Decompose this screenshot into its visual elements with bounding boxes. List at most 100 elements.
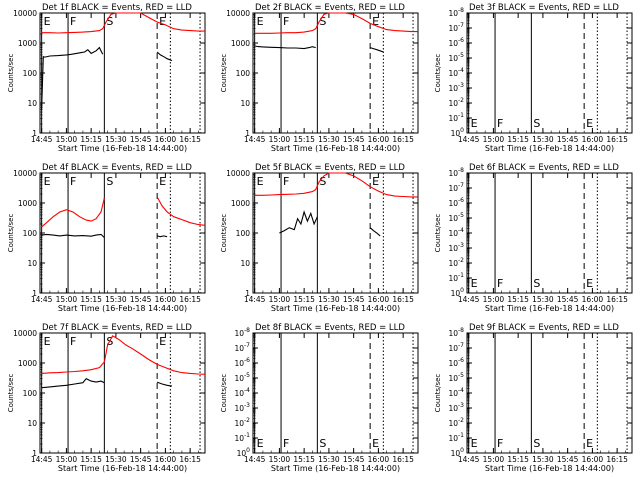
chart-title: Det 9f BLACK = Events, RED = LLD xyxy=(469,323,619,333)
y-axis-label: Counts/sec xyxy=(434,214,442,253)
x-tick-label: 15:45 xyxy=(343,295,365,304)
y-tick-label: 10-2 xyxy=(448,97,464,108)
time-marker-label: E xyxy=(257,437,264,450)
time-marker-label: F xyxy=(70,15,76,28)
time-marker-label: F xyxy=(70,335,76,348)
y-axis-label: Counts/sec xyxy=(7,374,15,413)
x-tick-label: 15:15 xyxy=(80,135,102,144)
x-tick-label: 16:00 xyxy=(155,455,177,464)
series-line-events xyxy=(369,227,381,237)
y-tick-label: 100 xyxy=(236,229,251,238)
time-marker-label: S xyxy=(533,277,540,290)
series-line-events xyxy=(41,378,105,389)
time-marker-label: E xyxy=(372,175,379,188)
y-tick-label: 10-8 xyxy=(234,327,250,338)
y-tick-label: 1000 xyxy=(18,39,37,48)
time-marker-label: F xyxy=(70,175,76,188)
y-tick-label: 10000 xyxy=(226,9,250,18)
chart-title: Det 7f BLACK = Events, RED = LLD xyxy=(42,323,192,333)
y-axis-label: Counts/sec xyxy=(220,214,228,253)
panel-det-6: Det 6f BLACK = Events, RED = LLD 100 10-1 1… xyxy=(434,163,633,313)
plot-frame xyxy=(466,12,633,134)
x-tick-label: 15:15 xyxy=(293,135,315,144)
plot-frame xyxy=(39,12,206,134)
time-marker-label: S xyxy=(106,175,113,188)
y-tick-label: 100 xyxy=(451,447,465,458)
series-line-lld xyxy=(41,335,206,375)
time-marker-label: E xyxy=(44,335,51,348)
y-tick-label: 10-8 xyxy=(448,327,464,338)
time-marker-label: E xyxy=(257,175,264,188)
x-tick-label: 15:00 xyxy=(269,295,291,304)
x-tick-label: 16:15 xyxy=(606,135,628,144)
x-tick-label: 15:00 xyxy=(269,455,291,464)
time-marker-label: S xyxy=(533,437,540,450)
x-tick-label: 16:00 xyxy=(155,295,177,304)
panel-det-9: Det 9f BLACK = Events, RED = LLD 100 10-1 1… xyxy=(434,323,633,473)
time-marker-label: E xyxy=(44,15,51,28)
y-tick-label: 100 xyxy=(236,69,251,78)
time-marker-label: S xyxy=(533,117,540,130)
x-tick-label: 15:30 xyxy=(532,295,554,304)
x-tick-label: 15:45 xyxy=(130,135,152,144)
x-tick-label: 15:45 xyxy=(343,135,365,144)
x-tick-label: 16:15 xyxy=(179,455,201,464)
time-marker-label: S xyxy=(319,175,326,188)
x-tick-label: 15:00 xyxy=(483,295,505,304)
time-marker-label: E xyxy=(372,437,379,450)
y-tick-label: 10-1 xyxy=(448,432,464,443)
x-axis-label: Start Time (16-Feb-18 14:44:00) xyxy=(485,304,614,313)
series-line-lld xyxy=(254,12,418,34)
y-tick-label: 10 xyxy=(27,419,37,428)
y-tick-label: 10-4 xyxy=(448,67,464,78)
y-tick-label: 100 xyxy=(23,389,38,398)
x-tick-label: 15:30 xyxy=(318,135,340,144)
y-tick-label: 10-4 xyxy=(448,387,464,398)
y-tick-label: 10-5 xyxy=(448,52,464,63)
time-marker-label: E xyxy=(372,15,379,28)
x-axis-label: Start Time (16-Feb-18 14:44:00) xyxy=(271,304,400,313)
time-marker-label: E xyxy=(471,117,478,130)
y-tick-label: 100 xyxy=(451,127,465,138)
x-tick-label: 15:15 xyxy=(507,455,529,464)
x-tick-label: 15:45 xyxy=(557,135,579,144)
x-tick-label: 15:30 xyxy=(318,455,340,464)
x-tick-label: 14:45 xyxy=(458,455,480,464)
y-tick-label: 10-3 xyxy=(448,242,464,253)
x-tick-label: 15:45 xyxy=(557,455,579,464)
plot-frame xyxy=(252,12,419,134)
x-tick-label: 15:30 xyxy=(105,295,127,304)
y-tick-label: 1 xyxy=(32,449,37,458)
y-axis-label: Counts/sec xyxy=(220,374,228,413)
time-marker-label: F xyxy=(497,117,503,130)
x-tick-label: 16:00 xyxy=(582,295,604,304)
x-tick-label: 14:45 xyxy=(458,295,480,304)
y-tick-label: 10 xyxy=(240,259,250,268)
x-tick-label: 16:00 xyxy=(368,295,390,304)
y-tick-label: 10 xyxy=(27,99,37,108)
time-marker-label: E xyxy=(586,437,593,450)
x-tick-label: 16:00 xyxy=(368,135,390,144)
y-tick-label: 100 xyxy=(23,229,38,238)
y-tick-label: 10-8 xyxy=(448,7,464,18)
x-tick-label: 16:15 xyxy=(179,295,201,304)
x-tick-label: 16:00 xyxy=(582,455,604,464)
x-tick-label: 15:15 xyxy=(293,455,315,464)
plot-frame xyxy=(252,172,419,294)
x-tick-label: 15:00 xyxy=(483,135,505,144)
x-axis-label: Start Time (16-Feb-18 14:44:00) xyxy=(58,464,187,473)
y-tick-label: 10-6 xyxy=(448,197,464,208)
x-axis-label: Start Time (16-Feb-18 14:44:00) xyxy=(58,144,187,153)
y-tick-label: 10-1 xyxy=(448,272,464,283)
x-tick-label: 14:45 xyxy=(31,455,53,464)
panel-det-2: Det 2f BLACK = Events, RED = LLD 1 10 100 10… xyxy=(220,3,419,153)
x-axis-label: Start Time (16-Feb-18 14:44:00) xyxy=(271,144,400,153)
y-tick-label: 10-3 xyxy=(448,82,464,93)
y-tick-label: 10-1 xyxy=(448,112,464,123)
y-tick-label: 100 xyxy=(237,447,251,458)
y-tick-label: 10-2 xyxy=(448,257,464,268)
x-tick-label: 14:45 xyxy=(31,135,53,144)
chart-title: Det 6f BLACK = Events, RED = LLD xyxy=(469,163,619,173)
time-marker-label: S xyxy=(319,15,326,28)
